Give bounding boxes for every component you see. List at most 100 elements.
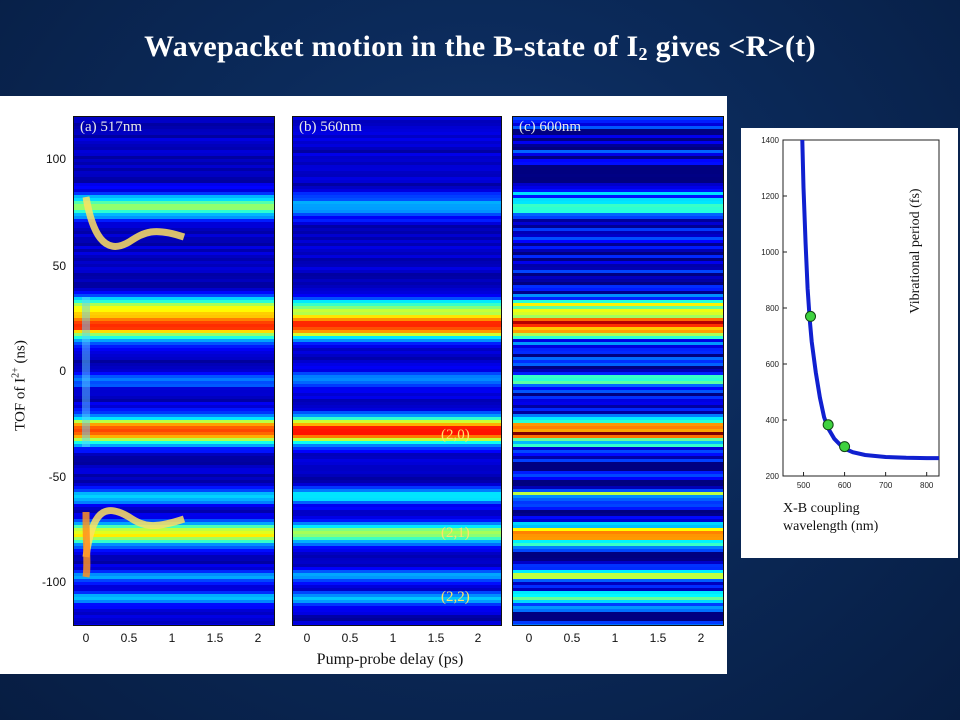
heatmap-row — [513, 216, 723, 220]
heatmap-row — [513, 339, 723, 343]
heatmap-row — [513, 267, 723, 271]
heatmap-row — [74, 318, 274, 322]
heatmap-row — [513, 567, 723, 571]
heatmap-row — [293, 534, 501, 538]
heatmap-row — [293, 480, 501, 484]
data-point — [822, 419, 834, 431]
heatmap-row — [513, 141, 723, 145]
heatmap-row — [513, 246, 723, 250]
y-tick-label: 1200 — [761, 192, 779, 201]
heatmap-row — [74, 399, 274, 403]
heatmap-row — [293, 303, 501, 307]
heatmap-row — [74, 267, 274, 271]
heatmap-row — [74, 432, 274, 436]
heatmap-row — [74, 366, 274, 370]
heatmap-row — [513, 408, 723, 412]
heatmap-row — [74, 171, 274, 175]
heatmap-row — [74, 396, 274, 400]
heatmap-row — [74, 339, 274, 343]
heatmap-row — [513, 312, 723, 316]
heatmap-row — [74, 606, 274, 610]
heatmap-row — [293, 405, 501, 409]
heatmap-row — [74, 411, 274, 415]
heatmap-row — [74, 288, 274, 292]
heatmap-row — [74, 174, 274, 178]
heatmap-row — [293, 222, 501, 226]
heatmap-row — [513, 465, 723, 469]
heatmap-row — [293, 168, 501, 172]
heatmap-row — [74, 405, 274, 409]
heatmap-row — [293, 279, 501, 283]
heatmap-row — [74, 420, 274, 424]
heatmap-row — [513, 453, 723, 457]
heatmap-row — [74, 573, 274, 577]
heatmap-row — [293, 591, 501, 595]
heatmap-row — [74, 477, 274, 481]
heatmap-row — [513, 570, 723, 574]
heatmap-row — [513, 129, 723, 133]
heatmap-row — [74, 147, 274, 151]
heatmap-row — [293, 456, 501, 460]
y-tick-label: 200 — [766, 472, 780, 481]
heatmap-row — [293, 579, 501, 583]
heatmap-row — [293, 186, 501, 190]
heatmap-row — [513, 189, 723, 193]
heatmap-row — [513, 192, 723, 196]
heatmap-row — [293, 603, 501, 607]
heatmap-row — [293, 210, 501, 214]
heatmap-row — [513, 195, 723, 199]
heatmap-row — [513, 561, 723, 565]
heatmap-row — [293, 252, 501, 256]
tof-tick: 100 — [45, 152, 66, 166]
heatmap-row — [513, 390, 723, 394]
heatmap-row — [293, 570, 501, 574]
heatmap-row — [293, 372, 501, 376]
heatmap-row — [513, 255, 723, 259]
heatmap-row — [293, 126, 501, 130]
heatmap-row — [513, 162, 723, 166]
heatmap-row — [513, 321, 723, 325]
heatmap-row — [74, 240, 274, 244]
heatmap-row — [293, 351, 501, 355]
heatmap-row — [293, 129, 501, 133]
heatmap-row — [293, 261, 501, 265]
heatmap-row — [74, 144, 274, 148]
heatmap-row — [513, 474, 723, 478]
heatmap-row — [74, 474, 274, 478]
band-label: (2,1) — [441, 525, 470, 541]
heatmap-row — [293, 153, 501, 157]
heatmap-row — [293, 258, 501, 262]
heatmap-row — [513, 135, 723, 139]
heatmap-row — [293, 342, 501, 346]
y-tick-label: 1400 — [761, 136, 779, 145]
heatmap-row — [74, 588, 274, 592]
heatmap-row — [293, 495, 501, 499]
heatmap-row — [293, 573, 501, 577]
heatmap-row — [513, 399, 723, 403]
x-tick-label: 800 — [920, 481, 934, 490]
heatmap-row — [293, 384, 501, 388]
heatmap-row — [513, 285, 723, 289]
heatmap-row — [293, 498, 501, 502]
heatmap-row — [293, 471, 501, 475]
heatmap-row — [513, 375, 723, 379]
heatmap-row — [74, 207, 274, 211]
heatmap-row — [513, 417, 723, 421]
heatmap-row — [293, 612, 501, 616]
heatmap-row — [513, 411, 723, 415]
heatmap-row — [293, 369, 501, 373]
heatmap-row — [293, 117, 501, 121]
heatmap-row — [513, 240, 723, 244]
heatmap-row — [513, 291, 723, 295]
heatmap-row — [513, 606, 723, 610]
heatmap-row — [293, 387, 501, 391]
heatmap-row — [293, 528, 501, 532]
heatmap-row — [74, 591, 274, 595]
delay-tick: 1.5 — [206, 631, 224, 645]
heatmap-row — [293, 150, 501, 154]
x-tick-label: 700 — [879, 481, 893, 490]
heatmap-row — [293, 156, 501, 160]
heatmap-row — [74, 576, 274, 580]
heatmap-row — [293, 441, 501, 445]
heatmap-row — [293, 513, 501, 517]
